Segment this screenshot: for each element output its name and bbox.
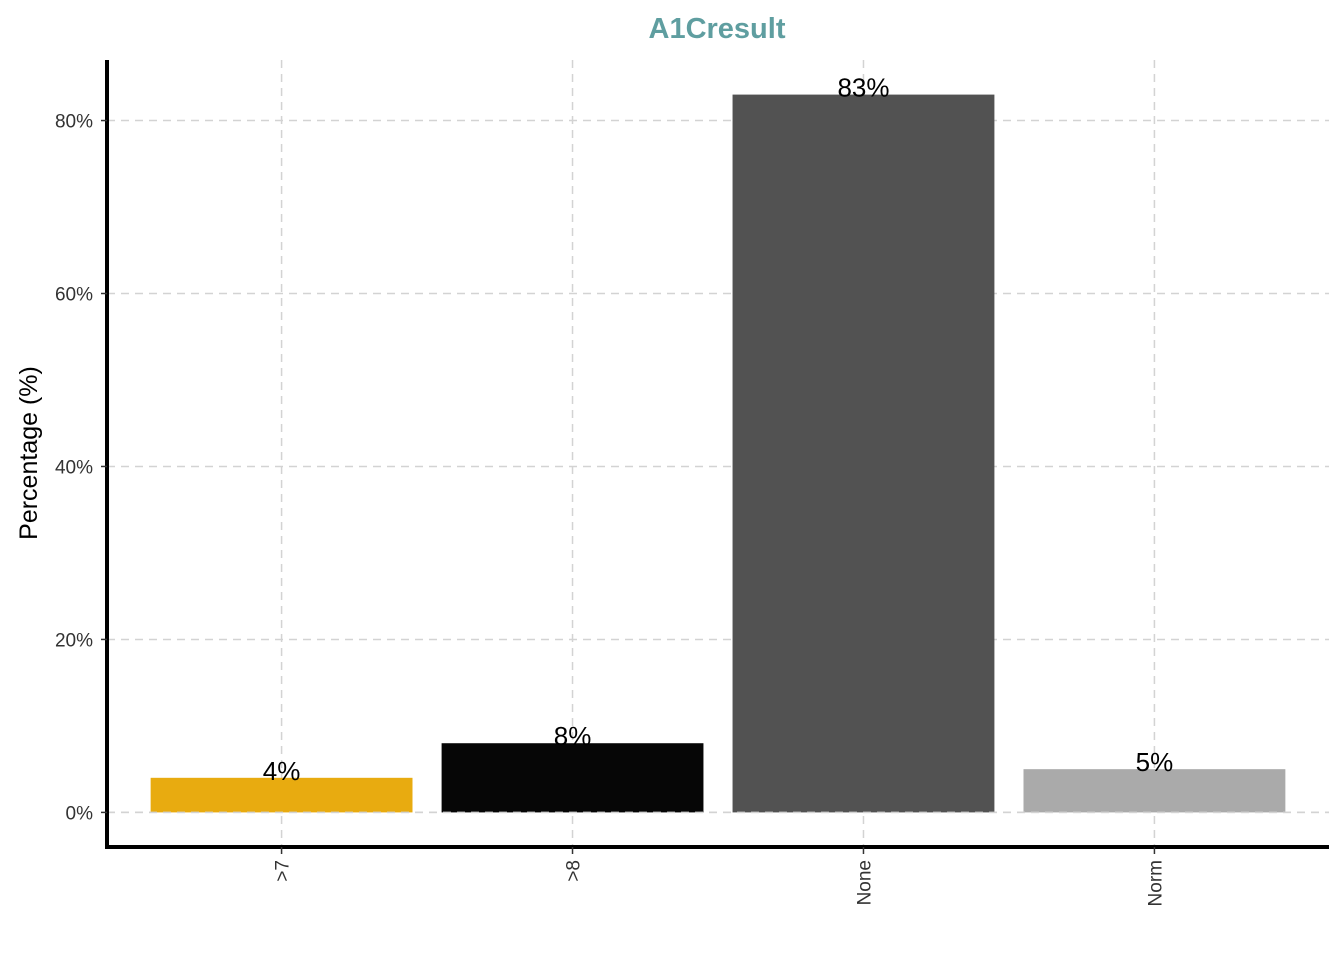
bars: [150, 94, 1286, 813]
y-axis-ticks: 0% 20% 40% 60% 80%: [55, 112, 107, 824]
x-gridlines: [280, 60, 1156, 847]
chart-title: A1Cresult: [649, 13, 786, 45]
x-axis-ticks: >7 >8 None Norm: [273, 847, 1166, 906]
y-tick-label: 80%: [55, 112, 93, 133]
bar-none: [732, 94, 995, 813]
y-gridlines: [107, 119, 1329, 814]
x-tick-label: None: [854, 860, 875, 905]
bar-data-labels: 4% 8% 83% 5%: [107, 73, 1329, 814]
x-tick-label: Norm: [1145, 860, 1166, 906]
y-tick-label: 0%: [66, 803, 94, 824]
bar-8: [441, 743, 704, 813]
bar-data-label: 83%: [837, 73, 889, 103]
x-tick-label: >7: [273, 860, 294, 882]
y-tick-label: 20%: [55, 630, 93, 651]
bar-norm: [1023, 769, 1286, 813]
bar-data-label: 5%: [1136, 747, 1174, 777]
y-tick-label: 40%: [55, 457, 93, 478]
x-tick-label: >8: [564, 860, 585, 882]
y-tick-label: 60%: [55, 285, 93, 306]
bar-data-label: 8%: [554, 721, 592, 751]
bar-data-label: 4%: [263, 756, 301, 786]
y-axis-title: Percentage (%): [15, 366, 43, 540]
bar-7: [150, 777, 413, 813]
